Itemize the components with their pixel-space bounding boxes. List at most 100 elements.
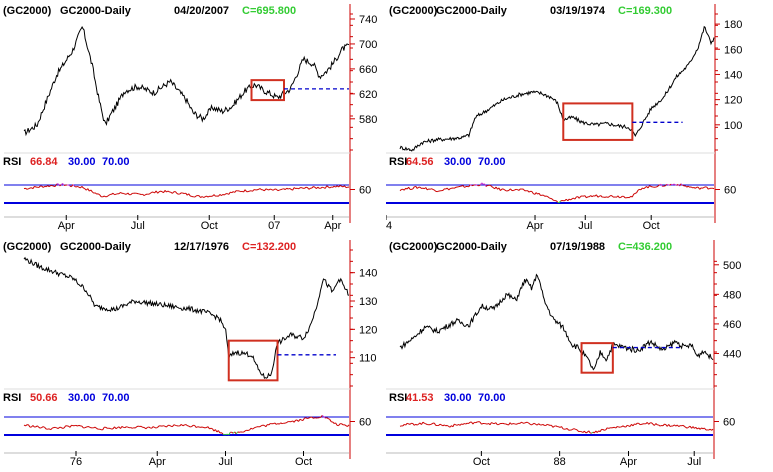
rsi-segment <box>109 427 112 430</box>
rsi-segment <box>169 424 172 427</box>
rsi-segment <box>414 423 416 426</box>
rsi-segment <box>89 426 92 429</box>
rsi-segment <box>154 426 157 429</box>
rsi-segment <box>695 186 698 189</box>
rsi-segment <box>146 426 149 429</box>
rsi-segment <box>632 423 635 427</box>
rsi-segment <box>607 196 610 198</box>
rsi-segment <box>703 427 707 431</box>
rsi-segment <box>117 426 120 429</box>
rsi-segment <box>302 417 305 421</box>
rsi-segment <box>634 192 637 194</box>
rsi-segment <box>412 423 415 426</box>
rsi-segment <box>243 430 246 433</box>
rsi-segment <box>617 426 619 428</box>
rsi-segment <box>590 195 593 198</box>
rsi-segment <box>542 423 545 426</box>
rsi-segment <box>179 192 182 195</box>
rsi-segment <box>237 431 240 433</box>
rsi-segment <box>47 185 50 188</box>
rsi-segment <box>40 426 43 429</box>
rsi-segment <box>548 424 551 426</box>
rsi-segment <box>678 425 681 428</box>
rsi-segment <box>313 417 316 419</box>
rsi-segment <box>433 422 437 426</box>
rsi-segment <box>327 418 330 420</box>
rsi-segment <box>247 429 250 431</box>
x-tick-label: Oct <box>643 220 660 232</box>
rsi-segment <box>602 429 605 431</box>
rsi-segment <box>672 424 675 427</box>
rsi-segment <box>253 426 256 429</box>
rsi-segment <box>126 426 129 428</box>
rsi-segment <box>198 195 201 198</box>
rsi-segment <box>81 186 84 189</box>
rsi-segment <box>132 427 134 429</box>
rsi-segment <box>339 184 342 187</box>
rsi-segment <box>664 183 668 187</box>
rsi-segment <box>571 197 574 200</box>
x-tick-label: 76 <box>70 456 82 468</box>
rsi-label: RSI <box>389 156 407 168</box>
close-label: C=132.200 <box>242 241 296 253</box>
rsi-segment <box>195 426 198 428</box>
rsi-segment <box>206 426 209 428</box>
rsi-segment <box>78 186 81 189</box>
rsi-segment <box>163 425 166 427</box>
rsi-segment <box>43 426 46 428</box>
breakout-box <box>250 79 285 102</box>
rsi-segment <box>455 424 458 426</box>
breakout-box <box>580 342 614 374</box>
rsi-segment <box>500 188 503 191</box>
rsi-segment <box>308 416 311 419</box>
rsi-segment <box>527 190 530 193</box>
rsi-segment <box>509 422 512 425</box>
rsi-segment <box>173 424 176 426</box>
rsi-segment <box>222 193 225 196</box>
rsi-segment <box>54 183 58 187</box>
rsi-segment <box>591 431 594 434</box>
rsi-segment <box>513 189 515 192</box>
rsi-segment <box>75 424 78 427</box>
rsi-segment <box>301 187 304 189</box>
rsi-segment <box>636 189 639 193</box>
rsi-segment <box>320 186 323 189</box>
rsi-segment <box>694 426 697 429</box>
rsi-segment <box>695 426 698 430</box>
rsi-segment <box>326 185 329 188</box>
rsi-segment <box>431 422 434 425</box>
rsi-segment <box>176 192 179 195</box>
rsi-segment <box>534 422 537 425</box>
rsi-segment <box>429 188 432 190</box>
rsi-segment <box>676 424 680 427</box>
rsi-tick-label: 60 <box>359 185 371 197</box>
rsi-segment <box>175 424 178 427</box>
rsi-segment <box>250 190 253 192</box>
rsi-high-level: 70.00 <box>478 156 506 168</box>
y-tick-label: 440 <box>723 348 741 360</box>
rsi-segment <box>210 427 213 430</box>
rsi-segment <box>275 188 279 191</box>
rsi-segment <box>282 422 284 425</box>
x-tick-label: Jul <box>131 220 145 232</box>
rsi-tick-label: 60 <box>724 185 736 197</box>
rsi-segment <box>669 425 672 427</box>
rsi-segment <box>548 197 551 199</box>
rsi-segment <box>234 190 237 193</box>
rsi-segment <box>415 423 418 426</box>
close-label: C=169.300 <box>618 5 672 17</box>
rsi-segment <box>344 185 347 188</box>
rsi-segment <box>89 189 92 192</box>
rsi-segment <box>130 427 133 429</box>
rsi-segment <box>265 188 268 190</box>
rsi-segment <box>664 423 666 426</box>
rsi-segment <box>547 196 550 199</box>
rsi-segment <box>287 187 290 190</box>
rsi-segment <box>228 191 231 195</box>
rsi-segment <box>637 188 640 191</box>
rsi-segment <box>709 428 712 431</box>
rsi-segment <box>172 191 175 194</box>
rsi-segment <box>259 425 262 428</box>
rsi-segment <box>668 424 671 427</box>
rsi-segment <box>170 425 173 428</box>
